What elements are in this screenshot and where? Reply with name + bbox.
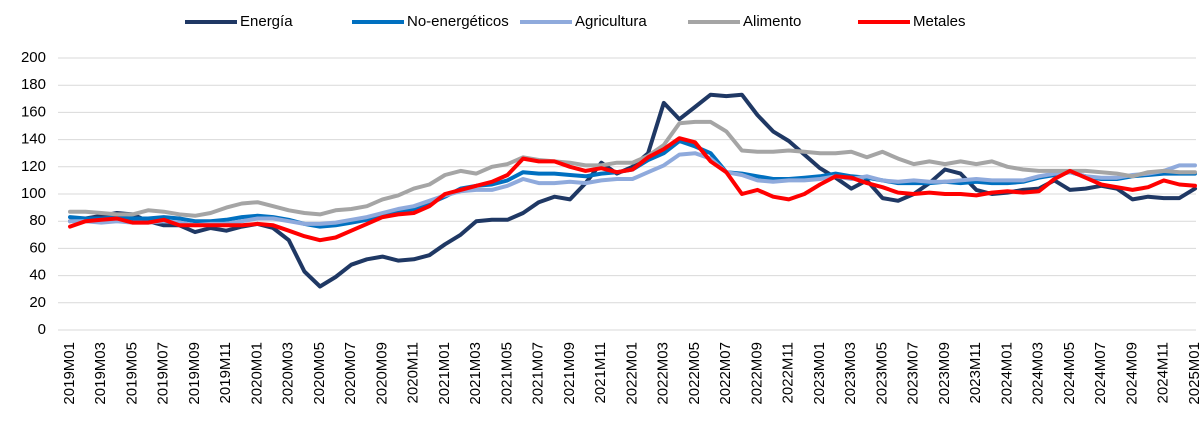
x-tick-label: 2021M07: [530, 342, 547, 405]
x-tick-label: 2024M07: [1092, 342, 1109, 405]
x-tick-label: 2021M11: [592, 342, 609, 403]
x-tick-label: 2023M11: [967, 342, 984, 403]
x-tick-label: 2023M01: [811, 342, 828, 405]
legend-label: Metales: [913, 13, 966, 30]
legend-label: Alimento: [743, 13, 801, 30]
y-tick-label: 60: [29, 239, 46, 256]
y-tick-label: 180: [21, 76, 46, 93]
y-tick-label: 120: [21, 158, 46, 175]
x-tick-label: 2021M09: [561, 342, 578, 405]
x-tick-label: 2020M11: [405, 342, 422, 403]
y-tick-label: 160: [21, 103, 46, 120]
x-tick-label: 2022M09: [748, 342, 765, 405]
x-tick-label: 2024M03: [1030, 342, 1047, 405]
x-tick-label: 2020M07: [342, 342, 359, 405]
x-tick-label: 2019M07: [155, 342, 172, 405]
series-line: [68, 151, 1197, 228]
x-tick-label: 2019M01: [61, 342, 78, 405]
x-tick-label: 2022M07: [717, 342, 734, 405]
x-tick-label: 2024M11: [1155, 342, 1172, 403]
x-tick-label: 2022M11: [780, 342, 797, 403]
x-tick-label: 2023M03: [842, 342, 859, 405]
x-tick-label: 2020M01: [248, 342, 265, 405]
y-tick-label: 80: [29, 212, 46, 229]
x-tick-label: 2021M03: [467, 342, 484, 405]
x-tick-label: 2025M01: [1186, 342, 1203, 405]
x-tick-label: 2020M03: [280, 342, 297, 405]
y-tick-label: 0: [38, 321, 46, 338]
x-tick-label: 2021M01: [436, 342, 453, 405]
series-line: [68, 119, 1197, 218]
x-tick-label: 2023M05: [873, 342, 890, 405]
legend-label: No-energéticos: [407, 13, 509, 30]
x-tick-label: 2019M03: [92, 342, 109, 405]
x-tick-label: 2022M05: [686, 342, 703, 405]
x-tick-label: 2022M01: [623, 342, 640, 405]
series-line: [68, 136, 1197, 243]
y-tick-label: 200: [21, 49, 46, 66]
x-tick-label: 2019M09: [186, 342, 203, 405]
x-tick-label: 2019M11: [217, 342, 234, 403]
legend-label: Agricultura: [575, 13, 647, 30]
x-tick-label: 2024M05: [1061, 342, 1078, 405]
x-tick-label: 2020M09: [373, 342, 390, 405]
y-tick-label: 140: [21, 131, 46, 148]
y-tick-label: 100: [21, 185, 46, 202]
legend-label: Energía: [240, 13, 293, 30]
x-tick-label: 2020M05: [311, 342, 328, 405]
x-tick-label: 2022M03: [655, 342, 672, 405]
y-tick-label: 20: [29, 294, 46, 311]
x-tick-label: 2024M01: [998, 342, 1015, 405]
x-tick-label: 2019M05: [123, 342, 140, 405]
x-tick-label: 2024M09: [1123, 342, 1140, 405]
x-tick-label: 2021M05: [498, 342, 515, 405]
y-tick-label: 40: [29, 267, 46, 284]
x-tick-label: 2023M09: [936, 342, 953, 405]
x-tick-label: 2023M07: [905, 342, 922, 405]
series-line: [68, 139, 1197, 229]
